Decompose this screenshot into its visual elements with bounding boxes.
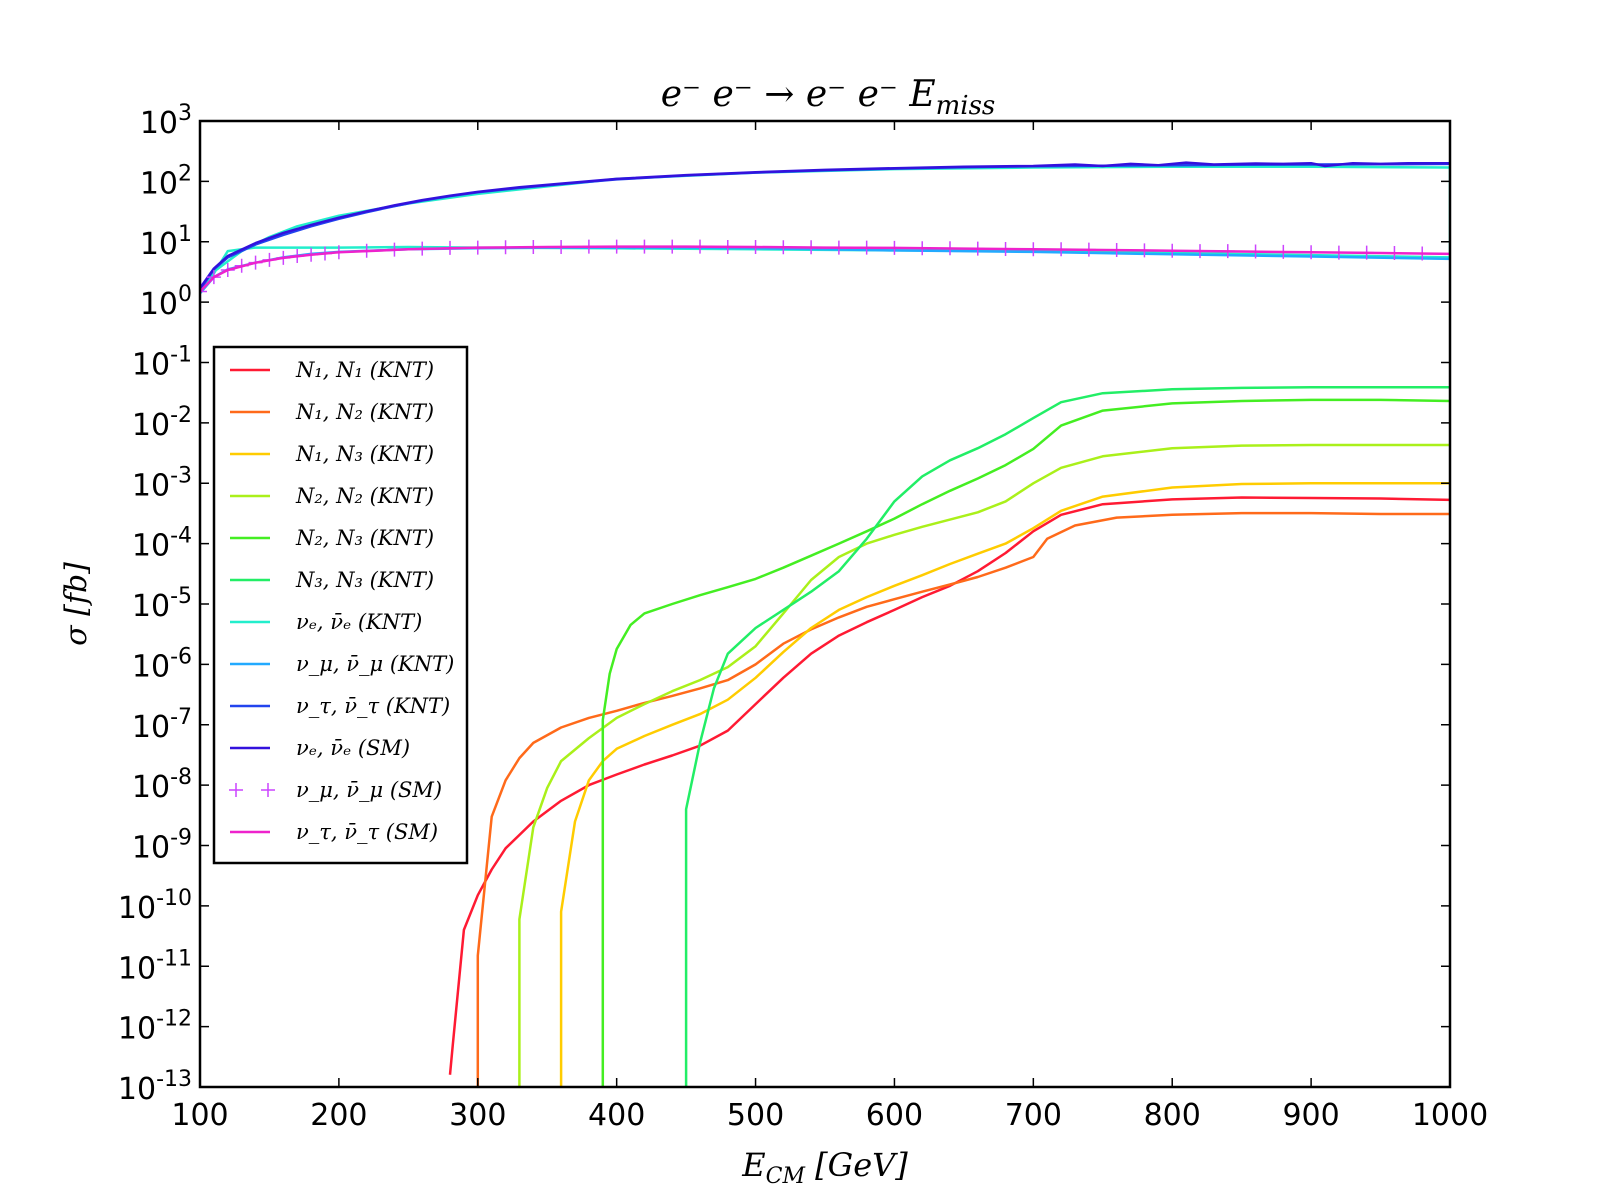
x-axis-label-rest: [GeV]: [805, 1146, 908, 1184]
legend-item: N₂, N₂ (KNT): [230, 484, 434, 508]
x-axis-label-sub: CM: [766, 1164, 806, 1189]
series-4-line: [601, 398, 1450, 1087]
series-1-line: [476, 511, 1450, 1087]
legend-label-1: N₁, N₂ (KNT): [295, 400, 434, 424]
series-layer: [200, 161, 1450, 1087]
legend-label-2: N₁, N₃ (KNT): [295, 442, 434, 466]
y-tick-label-6: 10-3: [132, 463, 192, 503]
y-tick-label-5: 10-2: [132, 403, 192, 443]
legend-label-8: ν_τ, ν̄_τ (KNT): [296, 694, 450, 718]
y-tick-label-7: 10-4: [132, 524, 192, 564]
series-10-point-0: [200, 284, 207, 299]
y-tick-label-9: 10-6: [132, 644, 192, 684]
legend-label-7: ν_μ, ν̄_μ (KNT): [296, 652, 454, 676]
x-tick-label-5: 600: [866, 1098, 923, 1133]
y-tick-label-3: 100: [140, 282, 192, 322]
x-tick-label-8: 900: [1282, 1098, 1339, 1133]
y-tick-label-0: 103: [140, 101, 192, 141]
y-tick-label-1: 102: [140, 161, 192, 201]
x-tick-label-1: 200: [310, 1098, 367, 1133]
y-tick-label-16: 10-13: [118, 1067, 192, 1107]
legend-item: ν_τ, ν̄_τ (SM): [230, 820, 438, 844]
legend-item: N₂, N₃ (KNT): [230, 526, 434, 550]
legend-item: N₁, N₁ (KNT): [230, 358, 434, 382]
y-tick-label-13: 10-10: [118, 886, 192, 926]
legend-label-6: νₑ, ν̄ₑ (KNT): [296, 610, 422, 634]
series-5-line: [684, 385, 1450, 1087]
series-0-line: [448, 496, 1450, 1075]
y-tick-label-11: 10-8: [132, 765, 192, 805]
chart-title-sub: miss: [936, 91, 996, 121]
x-tick-label-3: 400: [588, 1098, 645, 1133]
legend-item: N₃, N₃ (KNT): [230, 568, 434, 592]
legend-item: ν_μ, ν̄_μ (SM): [229, 778, 442, 802]
legend-label-9: νₑ, ν̄ₑ (SM): [296, 736, 410, 760]
series-6-line: [200, 165, 1450, 293]
series-9-line: [200, 161, 1450, 289]
y-tick-label-12: 10-9: [132, 826, 192, 866]
legend: N₁, N₁ (KNT) N₁, N₂ (KNT) N₁, N₃ (KNT) N₂, …: [212, 345, 469, 865]
legend-label-10: ν_μ, ν̄_μ (SM): [296, 778, 442, 802]
legend-frame: [212, 345, 469, 865]
series-2-line: [559, 482, 1450, 1087]
y-tick-label-14: 10-11: [118, 946, 192, 986]
legend-item: N₁, N₂ (KNT): [230, 400, 434, 424]
chart-title-main: e⁻ e⁻ → e⁻ e⁻ E: [661, 74, 936, 115]
x-tick-label-4: 500: [727, 1098, 784, 1133]
legend-marker-10-1: [261, 783, 275, 797]
legend-label-11: ν_τ, ν̄_τ (SM): [296, 820, 438, 844]
legend-item: νₑ, ν̄ₑ (SM): [230, 736, 410, 760]
ticks-layer: 100 200 300 400 500 600 700 800 900 1000 103 102 101…: [118, 101, 1488, 1133]
x-tick-label-9: 1000: [1412, 1098, 1488, 1133]
series-3-line: [518, 443, 1450, 1087]
x-axis-label: ECM [GeV]: [741, 1146, 908, 1189]
y-tick-label-2: 101: [140, 222, 192, 262]
legend-item: N₁, N₃ (KNT): [230, 442, 434, 466]
y-tick-label-8: 10-5: [132, 584, 192, 624]
legend-marker-10-0: [229, 783, 243, 797]
x-tick-label-0: 100: [171, 1098, 228, 1133]
y-tick-label-10: 10-7: [132, 705, 192, 745]
legend-label-0: N₁, N₁ (KNT): [295, 358, 434, 382]
x-tick-label-2: 300: [449, 1098, 506, 1133]
legend-label-5: N₃, N₃ (KNT): [295, 568, 434, 592]
y-axis-label: σ [fb]: [59, 562, 94, 646]
legend-label-3: N₂, N₂ (KNT): [295, 484, 434, 508]
y-tick-label-4: 10-1: [132, 343, 192, 383]
legend-item: νₑ, ν̄ₑ (KNT): [230, 610, 422, 634]
legend-item: ν_μ, ν̄_μ (KNT): [230, 652, 454, 676]
chart-title: e⁻ e⁻ → e⁻ e⁻ Emiss: [661, 74, 996, 121]
series-11-line: [200, 245, 1450, 293]
x-axis-label-main: E: [741, 1146, 765, 1184]
legend-label-4: N₂, N₃ (KNT): [295, 526, 434, 550]
x-tick-label-7: 800: [1144, 1098, 1201, 1133]
x-tick-label-6: 700: [1005, 1098, 1062, 1133]
legend-item: ν_τ, ν̄_τ (KNT): [230, 694, 450, 718]
y-tick-label-15: 10-12: [118, 1007, 192, 1047]
